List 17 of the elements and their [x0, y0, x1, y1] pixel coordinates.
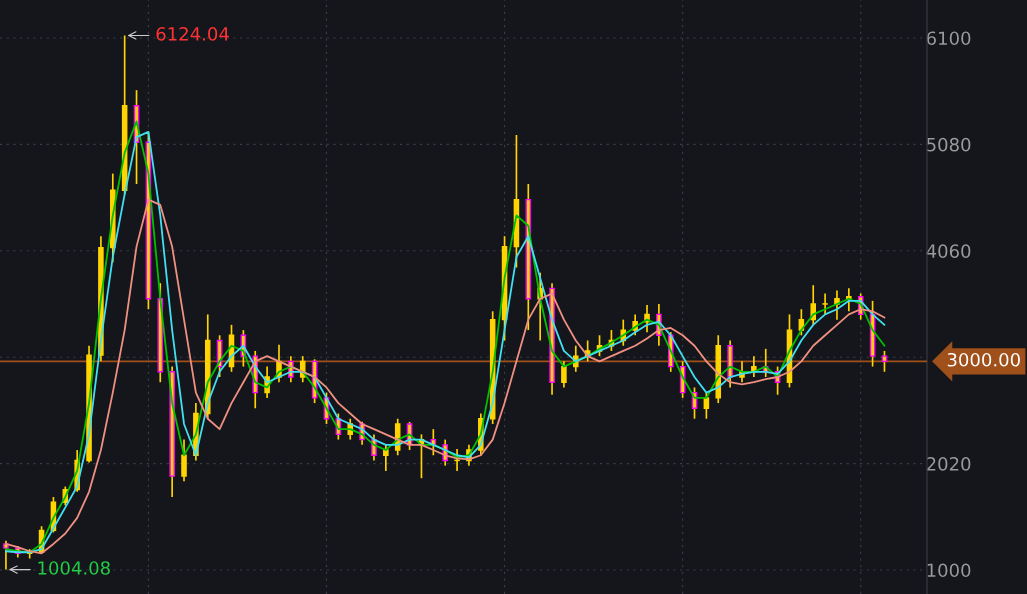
- ref-line-label: 3000.00: [947, 352, 1020, 367]
- candlestick: [881, 350, 888, 373]
- candlestick: [383, 443, 389, 472]
- y-tick-label: 4060: [926, 244, 971, 258]
- annotation: 6124.04: [156, 27, 229, 41]
- candlestick: [181, 438, 187, 483]
- candlestick: [822, 292, 828, 316]
- line-series: [5, 198, 886, 555]
- y-tick-label: 1000: [927, 563, 971, 578]
- candlestick: [561, 360, 567, 389]
- candlestick: [454, 448, 460, 472]
- annotation: 1004.08: [38, 561, 110, 575]
- y-tick-label: 2020: [926, 457, 971, 471]
- y-tick-label: 6100: [926, 31, 971, 46]
- candlestick: [834, 289, 840, 321]
- candlestick: [810, 284, 816, 326]
- y-tick-label: 5080: [927, 137, 971, 152]
